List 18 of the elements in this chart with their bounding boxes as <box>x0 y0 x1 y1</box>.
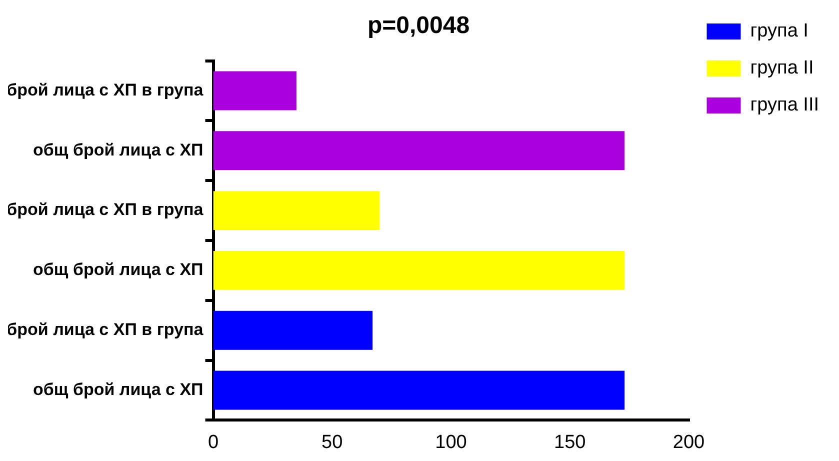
bar <box>213 191 380 230</box>
bar <box>213 71 296 110</box>
y-tick-label: общ брой лица с ХП <box>33 380 204 399</box>
legend-label: група III <box>750 94 820 116</box>
x-tick-label: 100 <box>435 432 467 453</box>
bar <box>213 250 625 290</box>
bar <box>213 370 625 410</box>
legend-label: група I <box>750 20 808 42</box>
x-tick-label: 200 <box>672 432 705 453</box>
y-tick-label: общ брой лица с ХП <box>33 260 204 280</box>
legend-label: група II <box>750 58 814 79</box>
x-tick-label: 0 <box>208 432 219 453</box>
x-tick-label: 50 <box>322 432 343 453</box>
chart-title: p=0,0048 <box>367 12 470 40</box>
bar <box>213 310 373 350</box>
x-tick-label: 150 <box>554 432 586 453</box>
y-tick-label: общ брой лица с ХП <box>33 140 204 160</box>
bar <box>213 131 625 170</box>
